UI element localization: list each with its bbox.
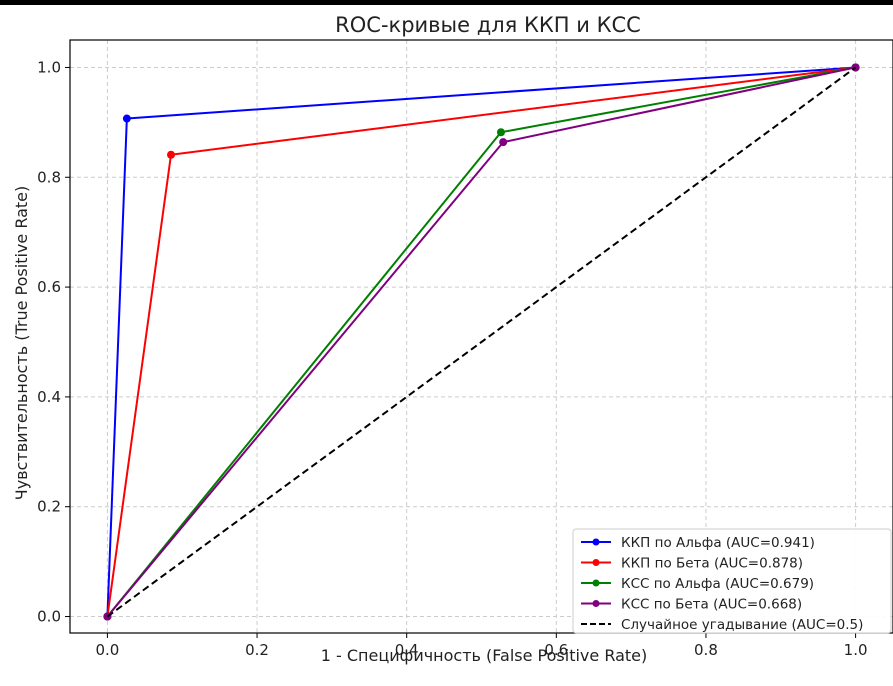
x-tick-label: 0.2 — [245, 641, 269, 659]
legend-entry-3: КСС по Бета (AUC=0.668) — [621, 597, 802, 613]
legend-entry-0: ККП по Альфа (AUC=0.941) — [621, 535, 815, 551]
x-tick-label: 0.6 — [544, 641, 568, 659]
legend-marker-3 — [592, 600, 600, 607]
x-tick-label: 1.0 — [844, 641, 868, 659]
legend-entry-1: ККП по Бета (AUC=0.878) — [621, 556, 803, 572]
legend-entry-2: КСС по Альфа (AUC=0.679) — [621, 576, 814, 592]
legend-marker-1 — [592, 559, 600, 566]
x-tick-label: 0.8 — [694, 641, 718, 659]
y-tick-label: 0.4 — [37, 388, 61, 406]
series-line-4 — [106, 66, 857, 618]
legend: ККП по Альфа (AUC=0.941) ККП по Бета (AUC… — [572, 528, 892, 634]
y-axis-label: Чувствительность (True Positive Rate) — [12, 186, 31, 501]
y-tick-label: 0.2 — [37, 498, 61, 516]
chart-title: ROC-кривые для ККП и КСС — [335, 13, 641, 37]
x-tick-label: 0.0 — [95, 641, 119, 659]
y-axis-ticks: 0.0 0.2 0.4 0.6 0.8 1.0 — [37, 58, 70, 626]
top-border — [0, 0, 893, 5]
series-0-point — [122, 114, 131, 123]
y-tick-label: 0.8 — [37, 168, 61, 186]
plot-frame — [69, 39, 893, 634]
x-axis-label: 1 - Специфичность (False Positive Rate) — [321, 646, 648, 665]
y-tick-label: 0.0 — [37, 608, 61, 626]
series-2-point — [496, 128, 505, 137]
legend-marker-2 — [592, 579, 600, 587]
series-group — [103, 63, 860, 621]
y-tick-label: 1.0 — [37, 58, 61, 76]
y-tick-label: 0.6 — [37, 278, 61, 296]
legend-entry-4: Случайное угадывание (AUC=0.5) — [621, 617, 863, 633]
legend-box — [572, 528, 892, 634]
x-axis-ticks: 0.0 0.2 0.4 0.6 0.8 1.0 — [95, 633, 868, 659]
grid — [70, 40, 893, 633]
series-3-point — [499, 138, 508, 147]
x-tick-label: 0.4 — [395, 641, 419, 659]
series-1-point — [167, 150, 176, 159]
legend-marker-0 — [592, 538, 600, 546]
